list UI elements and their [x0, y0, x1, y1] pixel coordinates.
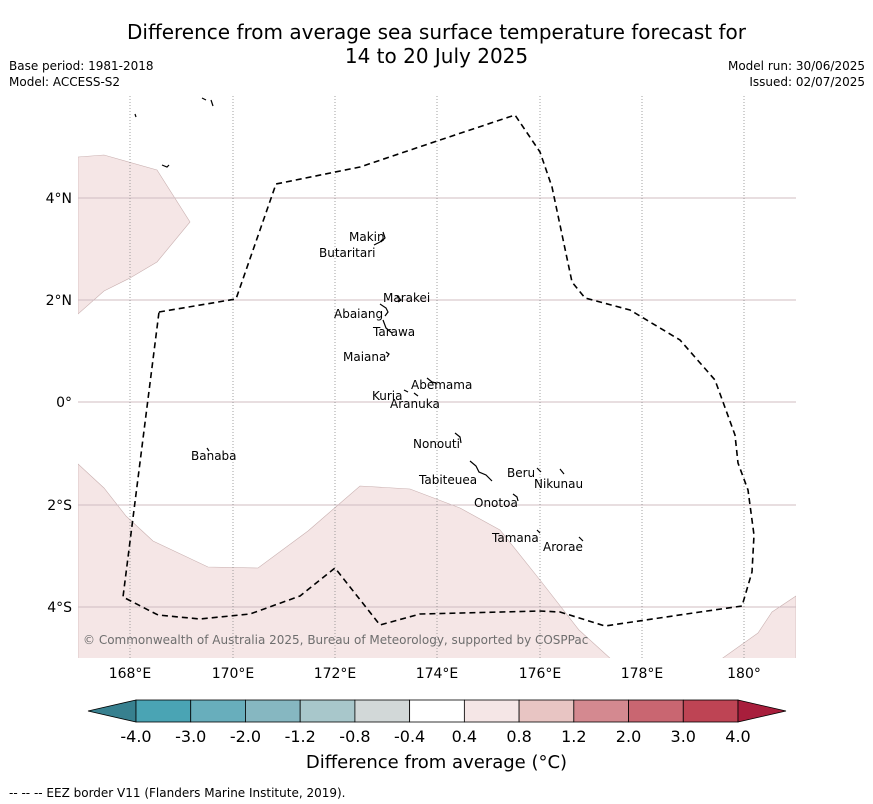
colorbar-segment [135, 699, 192, 723]
island-arorae [578, 536, 584, 542]
island-label-abemama: Abemama [411, 378, 472, 392]
colorbar-tick-label: 0.8 [506, 727, 532, 746]
chart-title: Difference from average sea surface temp… [0, 20, 873, 68]
island-label-maiana: Maiana [343, 350, 386, 364]
base-period: Base period: 1981-2018 [9, 59, 154, 73]
colorbar-tick-label: -0.4 [394, 727, 426, 746]
model-name: Model: ACCESS-S2 [9, 75, 121, 89]
lat-label-0: 0° [56, 395, 72, 411]
colorbar-segment [409, 699, 465, 723]
island-makin [380, 231, 386, 243]
lon-label-172e: 172°E [314, 666, 357, 682]
island-maiana [385, 351, 390, 358]
issued-date: Issued: 02/07/2025 [749, 75, 865, 89]
island-abemama [426, 377, 437, 384]
island-tabiteuea [469, 460, 493, 482]
lon-label-180: 180° [727, 666, 761, 682]
island-onotoa [512, 493, 519, 502]
copyright-notice: © Commonwealth of Australia 2025, Bureau… [83, 633, 588, 647]
title-line-2: 14 to 20 July 2025 [344, 44, 529, 68]
lon-label-170e: 170°E [212, 666, 255, 682]
colorbar-tick-label: 0.4 [451, 727, 478, 746]
island-label-tamana: Tamana [491, 531, 539, 545]
island-butaritari [373, 238, 384, 246]
lon-label-174e: 174°E [416, 666, 459, 682]
island-label-banaba: Banaba [191, 449, 237, 463]
island-nikunau [559, 468, 565, 475]
eez-border [122, 114, 755, 627]
anomaly-region-south [78, 463, 611, 658]
colorbar-tick-label: -3.0 [175, 727, 207, 746]
colorbar [87, 699, 787, 723]
colorbar-arrow-low [87, 699, 137, 723]
island-label-tabiteuea: Tabiteuea [418, 473, 477, 487]
island-kuria [403, 389, 409, 393]
island-label-butaritari: Butaritari [319, 246, 376, 260]
island-tarawa [382, 319, 393, 334]
lon-label-176e: 176°E [519, 666, 562, 682]
lat-label-2s: 2°S [47, 498, 72, 514]
island-aranuka [413, 392, 419, 397]
lat-label-4n: 4°N [46, 191, 72, 207]
colorbar-tick-label: 2.0 [615, 727, 642, 746]
colorbar-tick-label: 4.0 [725, 727, 751, 746]
colorbar-title: Difference from average (°C) [305, 752, 568, 773]
model-run: Model run: 30/06/2025 [727, 59, 865, 73]
colorbar-tick-label: -0.8 [339, 727, 371, 746]
colorbar-tick-label: 3.0 [670, 727, 696, 746]
reef-north-2 [210, 99, 214, 107]
colorbar-tick-label: -1.2 [284, 727, 316, 746]
colorbar-segment [682, 699, 739, 723]
anomaly-region-southeast [722, 595, 796, 658]
island-tamana [536, 529, 541, 534]
colorbar-segment [354, 699, 411, 723]
island-label-marakei: Marakei [383, 291, 430, 305]
island-label-aranuka: Aranuka [390, 397, 440, 411]
reef-north-1 [201, 97, 207, 101]
anomaly-region-northwest [78, 154, 191, 315]
longitude-gridlines [129, 96, 745, 658]
colorbar-tick-label: -4.0 [120, 727, 152, 746]
lat-label-2n: 2°N [46, 293, 72, 309]
island-nonouti [454, 432, 462, 444]
meta-left: Base period: 1981-2018 Model: ACCESS-S2 [9, 58, 154, 90]
colorbar-segment [463, 699, 520, 723]
colorbar-tick-label: -2.0 [229, 727, 262, 746]
island-banaba [206, 447, 210, 452]
island-label-arorae: Arorae [543, 540, 583, 554]
island-label-nikunau: Nikunau [534, 477, 583, 491]
island-beru [536, 467, 542, 473]
colorbar-segment [299, 699, 356, 723]
island-label-tarawa: Tarawa [372, 325, 415, 339]
title-line-1: Difference from average sea surface temp… [126, 20, 746, 44]
island-label-abaiang: Abaiang [334, 307, 383, 321]
colorbar-arrow-high [737, 699, 787, 723]
colorbar-segment [245, 699, 301, 723]
island-outlines [134, 97, 584, 542]
island-label-nonouti: Nonouti [413, 437, 460, 451]
colorbar-segment [573, 699, 629, 723]
lon-label-178e: 178°E [621, 666, 664, 682]
island-label-beru: Beru [507, 466, 535, 480]
map-area: Makin Butaritari Marakei Abaiang Tarawa … [78, 96, 796, 658]
island-label-kuria: Kuria [372, 389, 403, 403]
island-label-onotoa: Onotoa [474, 496, 518, 510]
island-abaiang [379, 303, 389, 317]
reef-north-4 [161, 164, 170, 168]
lon-label-168e: 168°E [109, 666, 152, 682]
colorbar-tick-label: 1.2 [561, 727, 587, 746]
colorbar-segment [628, 699, 684, 723]
colorbar-segment [190, 699, 246, 723]
meta-right: Model run: 30/06/2025 Issued: 02/07/2025 [728, 58, 865, 90]
island-label-makin: Makin [349, 230, 385, 244]
island-marakei [396, 295, 402, 303]
reef-north-3 [134, 113, 137, 118]
eez-footnote: -- -- -- EEZ border V11 (Flanders Marine… [9, 786, 346, 800]
lat-label-4s: 4°S [47, 600, 72, 616]
colorbar-segment [518, 699, 575, 723]
